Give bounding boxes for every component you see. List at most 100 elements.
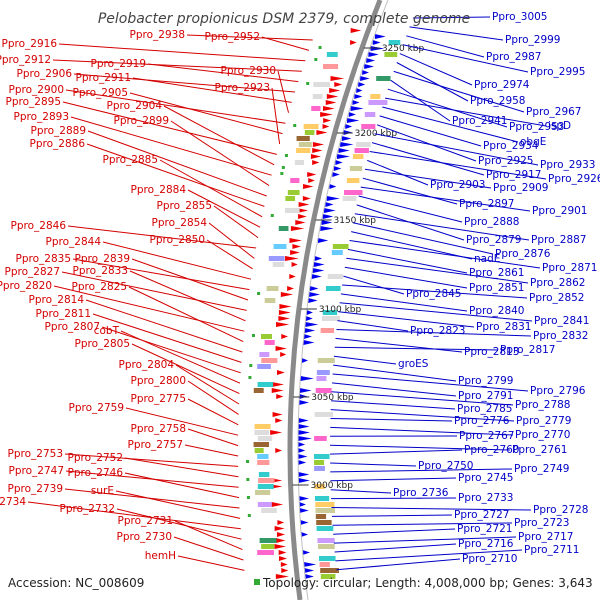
cog-category-block xyxy=(325,286,341,291)
cog-category-block xyxy=(264,340,275,345)
forward-strand-gene xyxy=(299,502,306,507)
right-gene-label: Ppro_2876 xyxy=(495,248,551,260)
right-gene-label: Ppro_2958 xyxy=(470,95,525,107)
right-label-connector xyxy=(369,151,547,180)
left-strand-labels: Ppro_2938 Ppro_2952 Ppro_2916 Ppro_2912 Ppro… xyxy=(0,29,313,571)
forward-strand-gene xyxy=(320,226,334,231)
left-gene-label: Ppro_2825 xyxy=(72,281,127,293)
cog-category-block xyxy=(261,358,278,363)
cog-category-block xyxy=(316,526,334,531)
cog-category-block xyxy=(257,502,272,507)
reverse-strand-gene xyxy=(290,250,300,255)
reverse-strand-gene xyxy=(350,28,362,33)
forward-strand-gene xyxy=(298,430,310,435)
cog-category-block xyxy=(344,190,363,195)
reverse-strand-gene xyxy=(322,124,330,129)
forward-strand-gene xyxy=(311,274,322,279)
right-gene-label: Ppro_2791 xyxy=(458,390,513,402)
right-gene-label: Ppro_3005 xyxy=(492,11,547,23)
left-label-connector xyxy=(187,428,239,447)
left-gene-label: Ppro_2839 xyxy=(75,253,130,265)
left-gene-label: Ppro_2807 xyxy=(45,321,100,333)
cog-category-block xyxy=(257,436,273,441)
right-gene-label: Ppro_2717 xyxy=(518,531,573,543)
right-label-connector xyxy=(362,177,458,205)
cog-category-block xyxy=(268,256,285,261)
topology-label: Topology: circular; Length: 4,008,000 bp… xyxy=(262,576,593,590)
right-gene-label: Ppro_2760 xyxy=(464,444,519,456)
right-label-connector xyxy=(329,444,511,451)
cog-category-block xyxy=(257,484,274,489)
left-gene-label: Ppro_2759 xyxy=(69,402,124,414)
forward-strand-gene xyxy=(364,64,374,69)
right-gene-label: Ppro_2799 xyxy=(458,375,513,387)
reverse-strand-gene xyxy=(278,310,291,315)
cog-category-block xyxy=(317,538,335,543)
right-gene-label: Ppro_2767 xyxy=(459,430,514,442)
cog-category-block xyxy=(253,442,269,447)
right-gene-label: Ppro_2861 xyxy=(469,267,524,279)
topology-marker xyxy=(254,579,260,585)
forward-strand-gene xyxy=(329,184,337,189)
right-gene-label: Ppro_2796 xyxy=(530,385,586,397)
right-gene-label: Ppro_2897 xyxy=(459,198,514,210)
right-gene-label: Ppro_2779 xyxy=(516,415,571,427)
cog-category-block xyxy=(320,328,335,333)
rna-marker xyxy=(270,214,274,217)
right-gene-label: Ppro_2823 xyxy=(410,325,465,337)
left-gene-label: Ppro_2905 xyxy=(73,87,128,99)
left-label-connector xyxy=(163,105,275,166)
left-gene-label: Ppro_2844 xyxy=(46,236,102,248)
left-gene-label: Ppro_2912 xyxy=(0,54,51,66)
left-label-connector xyxy=(132,77,292,103)
forward-strand-gene xyxy=(298,496,309,501)
right-strand-labels: Ppro_3005Ppro_2999Ppro_2987Ppro_2995Ppro… xyxy=(329,11,600,571)
left-label-connector xyxy=(206,239,253,270)
right-gene-label: Ppro_2871 xyxy=(542,262,597,274)
cog-category-block xyxy=(314,466,325,471)
right-label-connector xyxy=(331,507,532,511)
right-gene-label: Ppro_2841 xyxy=(534,315,589,327)
rna-marker xyxy=(306,82,310,85)
right-gene-label: Ppro_2974 xyxy=(474,79,530,91)
right-label-connector xyxy=(330,418,453,422)
right-label-connector xyxy=(360,186,531,212)
left-gene-label: Ppro_2833 xyxy=(73,265,128,277)
cog-category-block xyxy=(266,286,279,291)
right-label-connector xyxy=(336,558,461,571)
reverse-strand-gene xyxy=(287,286,294,291)
cog-category-block xyxy=(354,148,369,153)
reverse-strand-gene xyxy=(291,262,298,267)
right-gene-label: Ppro_2710 xyxy=(462,553,517,565)
right-gene-label: Ppro_2817 xyxy=(500,344,555,356)
reverse-strand-gene xyxy=(334,82,343,87)
right-label-connector xyxy=(331,382,457,397)
forward-strand-gene xyxy=(348,112,356,117)
right-gene-label: obgE xyxy=(520,136,546,148)
right-label-connector xyxy=(374,133,539,166)
forward-strand-gene xyxy=(356,88,363,93)
left-gene-label: Ppro_2930 xyxy=(221,65,276,77)
forward-strand-gene xyxy=(303,334,312,339)
left-gene-label: Ppro_2731 xyxy=(118,515,173,527)
right-gene-label: Ppro_2776 xyxy=(454,415,510,427)
cog-category-block xyxy=(346,178,360,183)
cog-category-block xyxy=(312,94,323,99)
forward-strand-gene xyxy=(299,508,309,513)
left-gene-label: Ppro_2850 xyxy=(150,234,205,246)
left-gene-label: hemH xyxy=(145,550,176,562)
forward-strand-gene xyxy=(321,220,333,225)
reverse-strand-gene xyxy=(281,334,288,339)
right-gene-label: Ppro_2745 xyxy=(458,472,513,484)
cog-category-block xyxy=(319,562,330,567)
accession-label: Accession: NC_008609 xyxy=(8,576,144,590)
right-label-connector xyxy=(347,248,468,274)
right-label-connector xyxy=(330,409,515,422)
forward-strand-gene xyxy=(298,460,307,465)
right-gene-label: Ppro_2925 xyxy=(478,155,533,167)
right-gene-label: Ppro_2770 xyxy=(515,429,570,441)
reverse-strand-gene xyxy=(316,130,328,135)
left-label-connector xyxy=(170,120,270,187)
forward-strand-gene xyxy=(298,454,308,459)
